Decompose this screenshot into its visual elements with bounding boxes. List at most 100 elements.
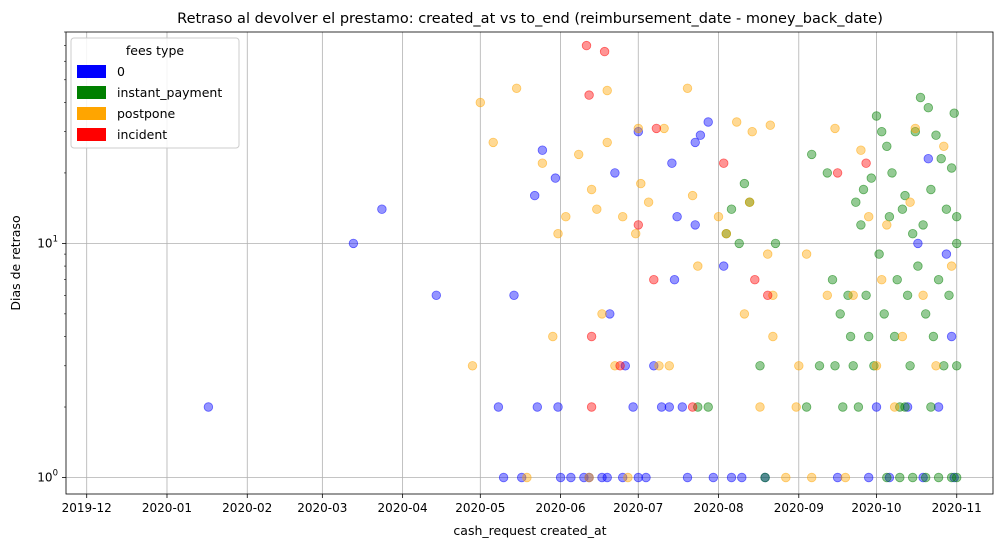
scatter-point (848, 290, 858, 301)
scatter-point (532, 402, 543, 412)
y-axis-label: Dias de retraso (8, 215, 23, 310)
series-postpone (467, 83, 957, 483)
scatter-point (913, 238, 923, 249)
legend-title: fees type (126, 43, 185, 58)
scatter-point (602, 85, 612, 96)
scatter-point (734, 238, 744, 249)
scatter-point (586, 184, 597, 195)
scatter-point (926, 402, 936, 412)
scatter-point (737, 472, 747, 483)
scatter-point (952, 472, 962, 483)
x-tick-label: 2020-06 (536, 501, 586, 515)
scatter-point (941, 249, 952, 259)
scatter-point (690, 137, 700, 148)
scatter-point (861, 290, 871, 301)
scatter-point (949, 472, 959, 483)
scatter-point (908, 228, 918, 239)
scatter-point (703, 117, 713, 127)
legend-label: 0 (117, 64, 125, 79)
scatter-point (882, 141, 892, 152)
scatter-point (923, 153, 934, 164)
scatter-point (843, 290, 853, 301)
scatter-point (801, 249, 812, 259)
scatter-point (431, 290, 442, 301)
scatter-point (832, 472, 843, 483)
grid-lines (66, 32, 993, 494)
scatter-point (926, 184, 936, 195)
scatter-point (897, 331, 908, 342)
scatter-point (856, 145, 866, 155)
scatter-point (586, 331, 597, 342)
scatter-point (636, 178, 646, 189)
legend: fees type 0 instant_payment postpone incide… (70, 37, 240, 149)
plot-area-frame (65, 31, 994, 495)
scatter-point (879, 309, 889, 319)
scatter-point (807, 149, 817, 160)
series-incident (581, 40, 871, 412)
scatter-point (781, 472, 791, 483)
scatter-point (690, 220, 700, 230)
scatter-point (939, 141, 949, 152)
scatter-point (522, 472, 532, 483)
scatter-point (623, 472, 633, 483)
scatter-point (763, 249, 773, 259)
scatter-point (918, 290, 928, 301)
scatter-point (739, 309, 750, 319)
scatter-point (667, 158, 677, 168)
scatter-point (902, 402, 913, 412)
scatter-point (553, 228, 563, 239)
scatter-point (848, 361, 858, 371)
scatter-point (952, 211, 962, 222)
scatter-point (939, 361, 949, 371)
scatter-point (511, 83, 522, 94)
scatter-point (830, 123, 840, 134)
x-tick-label: 2019-12 (62, 501, 112, 515)
scatter-point (933, 472, 944, 483)
scatter-point (493, 402, 504, 412)
scatter-point (498, 472, 509, 483)
x-axis-label: cash_request created_at (453, 523, 606, 538)
scatter-point (931, 130, 941, 140)
scatter-point (739, 178, 750, 189)
scatter-point (853, 402, 864, 412)
scatter-point (620, 361, 631, 371)
legend-label: postpone (117, 106, 176, 121)
scatter-point (203, 402, 214, 412)
scatter-point (884, 472, 895, 483)
scatter-point (664, 402, 675, 412)
scatter-point (861, 158, 871, 168)
x-tick-label: 2020-01 (142, 501, 192, 515)
scatter-point (488, 137, 498, 148)
scatter-point (610, 361, 620, 371)
scatter-point (669, 275, 680, 285)
scatter-point (584, 90, 594, 100)
scatter-point (726, 472, 737, 483)
scatter-point (659, 123, 669, 134)
scatter-point (918, 220, 928, 230)
scatter-point (933, 275, 944, 285)
scatter-point (633, 220, 644, 230)
scatter-point (895, 472, 905, 483)
scatter-points (203, 40, 962, 483)
scatter-point (732, 117, 742, 127)
scatter-point (770, 238, 781, 249)
scatter-point (858, 184, 869, 195)
scatter-point (755, 402, 765, 412)
scatter-point (910, 126, 921, 137)
scatter-point (719, 158, 729, 168)
scatter-point (597, 472, 607, 483)
x-tick-label: 2020-09 (774, 501, 824, 515)
scatter-point (633, 123, 644, 134)
scatter-point (618, 472, 628, 483)
scatter-point (687, 402, 698, 412)
scatter-point (944, 290, 954, 301)
scatter-point (918, 472, 928, 483)
x-tick-label: 2020-10 (851, 501, 901, 515)
scatter-point (656, 402, 667, 412)
scatter-point (693, 261, 703, 271)
scatter-point (895, 402, 905, 412)
scatter-point (651, 123, 662, 134)
scatter-point (703, 402, 713, 412)
scatter-point (941, 204, 952, 214)
x-tick-label: 2020-02 (222, 501, 272, 515)
